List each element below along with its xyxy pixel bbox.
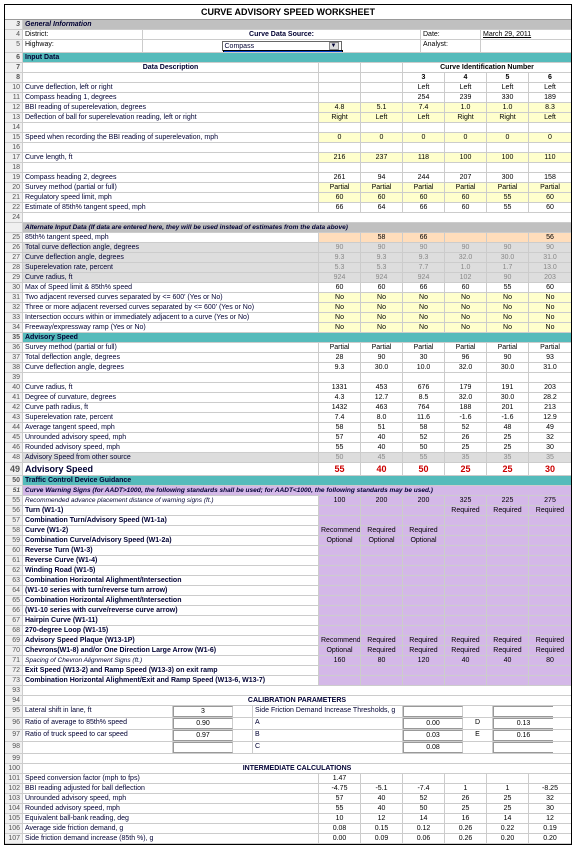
data-row: 33Intersection occurs within or immediat… <box>5 313 571 323</box>
data-row: 71 Spacing of Chevron Alignment Signs (f… <box>5 656 571 666</box>
data-row: 63Combination Horizontal Alighment/Inter… <box>5 576 571 586</box>
data-row: 32Three or more adjacent reversed curves… <box>5 303 571 313</box>
data-row: 28Superelevation rate, percent5.35.37.71… <box>5 263 571 273</box>
calib-row: 98C0.08 <box>5 742 571 754</box>
data-row: 38Curve deflection angle, degrees9.330.0… <box>5 363 571 373</box>
dropdown-list: Compass GPS Design Direct Ball Bank Indi… <box>223 50 343 52</box>
label-analyst: Analyst: <box>421 40 481 52</box>
section-alternate-input: Alternate Input Data (If data are entere… <box>5 223 571 233</box>
label-curve-data-source: Curve Data Source: <box>249 31 314 38</box>
value-date: March 29, 2011 <box>481 30 571 39</box>
intermediate-rows: 101Speed conversion factor (mph to fps)1… <box>5 774 571 844</box>
section-intermediate: 100 INTERMEDIATE CALCULATIONS <box>5 764 571 774</box>
row-advisory-speed-final: 49 Advisory Speed 55 40 50 25 25 30 <box>5 463 571 476</box>
data-row: 31Two adjacent reversed curves separated… <box>5 293 571 303</box>
data-row: 43Superelevation rate, percent7.48.011.6… <box>5 413 571 423</box>
data-row: 34Freeway/expressway ramp (Yes or No)NoN… <box>5 323 571 333</box>
data-row: 56Turn (W1-1)RequiredRequiredRequired <box>5 506 571 516</box>
data-row: 48Advisory Speed from other source504555… <box>5 453 571 463</box>
data-row: 61Reverse Curve (W1-4) <box>5 556 571 566</box>
data-row: 70Chevrons(W1-8) and/or One Direction La… <box>5 646 571 656</box>
row-district: 4 District: Curve Data Source: Date: Mar… <box>5 30 571 40</box>
data-row: 37Total deflection angle, degrees2890309… <box>5 353 571 363</box>
data-row: 64(W1-10 series with turn/reverse turn a… <box>5 586 571 596</box>
data-row: 103Unrounded advisory speed, mph57405226… <box>5 794 571 804</box>
section-general-info: 3 General Information <box>5 20 571 30</box>
data-row: 46Rounded advisory speed, mph55405025253… <box>5 443 571 453</box>
data-row: 41Degree of curvature, degrees4.312.78.5… <box>5 393 571 403</box>
calibration-rows: 95Lateral shift in lane, ft3Side Frictio… <box>5 706 571 754</box>
data-row: 65Combination Horizontal Alighment/Inter… <box>5 596 571 606</box>
data-row: 15Speed when recording the BBI reading o… <box>5 133 571 143</box>
row-highway: 5 Highway: Compass ▼ Compass GPS Design … <box>5 40 571 53</box>
header-data-description: 7 Data Description Curve Identification … <box>5 63 571 73</box>
curve-data-source-dropdown[interactable]: Compass ▼ Compass GPS Design Direct Ball… <box>222 41 342 51</box>
data-row: 11Compass heading 1, degrees254239330189 <box>5 93 571 103</box>
data-row: 105Equivalent ball-bank reading, deg1012… <box>5 814 571 824</box>
data-row: 104Rounded advisory speed, mph5540502525… <box>5 804 571 814</box>
worksheet: CURVE ADVISORY SPEED WORKSHEET 3 General… <box>4 4 572 845</box>
dropdown-selected: Compass <box>225 43 255 50</box>
section-tcd: 50 Traffic Control Device Guidance <box>5 476 571 486</box>
calib-row: 95Lateral shift in lane, ft3Side Frictio… <box>5 706 571 718</box>
data-row: 2585th% tangent speed, mph586656 <box>5 233 571 243</box>
data-row: 20Survey method (partial or full)Partial… <box>5 183 571 193</box>
data-row: 12BBI reading of superelevation, degrees… <box>5 103 571 113</box>
alternate-rows: 2585th% tangent speed, mph58665626Total … <box>5 233 571 333</box>
data-row: 16 <box>5 143 571 153</box>
section-advisory-speed: 35 Advisory Speed <box>5 333 571 343</box>
tcd-rows: 55Recommended advance placement distance… <box>5 496 571 686</box>
label-date: Date: <box>421 30 481 39</box>
data-row: 39 <box>5 373 571 383</box>
data-row: 57Combination Turn/Advisory Speed (W1-1a… <box>5 516 571 526</box>
section-input-data: 6 Input Data <box>5 53 571 63</box>
data-row: 22Estimate of 85th% tangent speed, mph66… <box>5 203 571 213</box>
tcd-note: 51 Curve Warning Signs (for AADT>1000, t… <box>5 486 571 496</box>
data-row: 102BBI reading adjusted for ball deflect… <box>5 784 571 794</box>
advisory-rows: 36Survey method (partial or full)Partial… <box>5 343 571 463</box>
data-row: 72Exit Speed (W13-2) and Ramp Speed (W13… <box>5 666 571 676</box>
data-row: 44Average tangent speed, mph585158524849 <box>5 423 571 433</box>
input-rows: 10Curve deflection, left or rightLeftLef… <box>5 83 571 213</box>
data-row: 17Curve length, ft216237118100100110 <box>5 153 571 163</box>
data-row: 19Compass heading 2, degrees261942442073… <box>5 173 571 183</box>
data-row: 27Curve deflection angle, degrees9.39.39… <box>5 253 571 263</box>
chevron-down-icon[interactable]: ▼ <box>329 42 339 50</box>
data-row: 60Reverse Turn (W1-3) <box>5 546 571 556</box>
data-row: 101Speed conversion factor (mph to fps)1… <box>5 774 571 784</box>
data-row: 18 <box>5 163 571 173</box>
data-row: 14 <box>5 123 571 133</box>
data-row: 30Max of Speed limit & 85th% speed606066… <box>5 283 571 293</box>
data-row: 13Deflection of ball for superelevation … <box>5 113 571 123</box>
data-row: 55Recommended advance placement distance… <box>5 496 571 506</box>
worksheet-title: CURVE ADVISORY SPEED WORKSHEET <box>5 5 571 20</box>
data-row: 67Hairpin Curve (W1-11) <box>5 616 571 626</box>
header-curve-nums: 8 3 4 5 6 <box>5 73 571 83</box>
data-row: 10Curve deflection, left or rightLeftLef… <box>5 83 571 93</box>
calib-row: 97Ratio of truck speed to car speed0.97B… <box>5 730 571 742</box>
label-highway: Highway: <box>23 40 143 52</box>
data-row: 36Survey method (partial or full)Partial… <box>5 343 571 353</box>
data-row: 26Total curve deflection angle, degrees9… <box>5 243 571 253</box>
data-row: 106Average side friction demand, g0.080.… <box>5 824 571 834</box>
data-row: 59Combination Curve/Advisory Speed (W1-2… <box>5 536 571 546</box>
dropdown-option[interactable]: Compass <box>224 51 342 52</box>
data-row: 68270-degree Loop (W1-15) <box>5 626 571 636</box>
data-row: 66(W1-10 series with curve/reverse curve… <box>5 606 571 616</box>
data-row: 73Combination Horizontal Alighment/Exit … <box>5 676 571 686</box>
data-row: 21Regulatory speed limit, mph60606060556… <box>5 193 571 203</box>
data-row: 45Unrounded advisory speed, mph574052262… <box>5 433 571 443</box>
data-row: 69Advisory Speed Plaque (W13-1P)Recommen… <box>5 636 571 646</box>
calib-row: 96Ratio of average to 85th% speed0.90A0.… <box>5 718 571 730</box>
data-row: 42Curve path radius, ft14324637641882012… <box>5 403 571 413</box>
data-row: 62Winding Road (W1-5) <box>5 566 571 576</box>
section-calibration: 94 CALIBRATION PARAMETERS <box>5 696 571 706</box>
label-district: District: <box>23 30 143 39</box>
data-row: 58Curve (W1-2)RecommendedRequiredRequire… <box>5 526 571 536</box>
data-row: 29Curve radius, ft92492492410290203 <box>5 273 571 283</box>
data-row: 40Curve radius, ft1331453676179191203 <box>5 383 571 393</box>
data-row: 107Side friction demand increase (85th %… <box>5 834 571 844</box>
